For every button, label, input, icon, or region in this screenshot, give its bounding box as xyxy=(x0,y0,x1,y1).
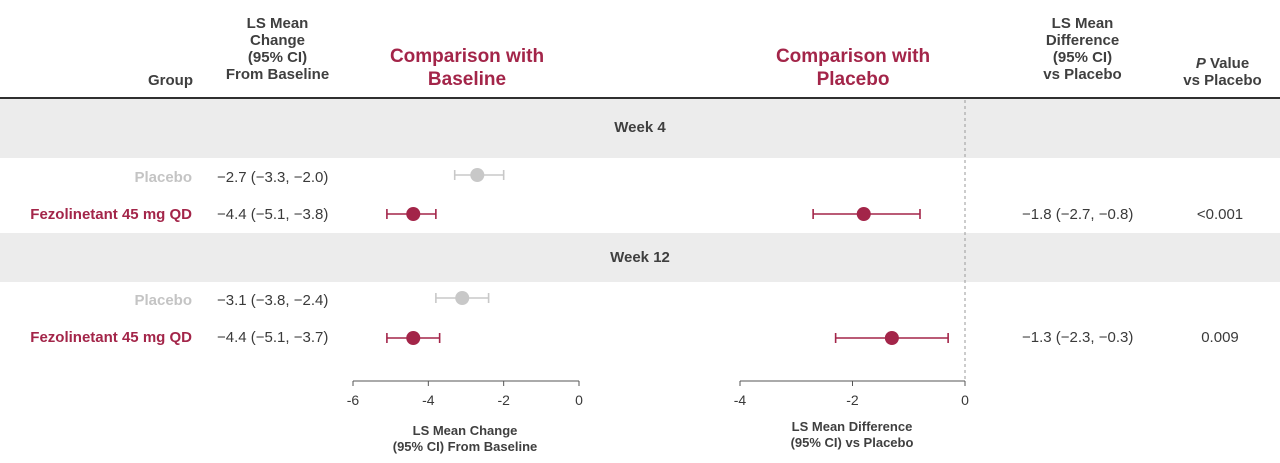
change-text-placebo-w12: −3.1 (−3.8, −2.4) xyxy=(217,292,329,309)
header-group: Group xyxy=(148,72,193,89)
title-comparison-placebo: Comparison with Placebo xyxy=(775,46,931,90)
axis-title-placebo: LS Mean Difference (95% CI) vs Placebo xyxy=(790,419,914,450)
difference-text-w4: −1.8 (−2.7, −0.8) xyxy=(1022,206,1134,223)
group-label-fezolinetant-w12: Fezolinetant 45 mg QD xyxy=(30,329,192,346)
header-p-value: P Value vs Placebo xyxy=(1165,55,1280,89)
point-estimate-placebo-fezolinetant-week4 xyxy=(856,207,871,221)
point-estimate-baseline-placebo-week4 xyxy=(470,168,485,182)
p-value-w4: <0.001 xyxy=(1196,206,1244,223)
header-rule xyxy=(0,97,1280,99)
point-estimate-baseline-placebo-week12 xyxy=(455,291,470,305)
x-tick-label-baseline--6: -6 xyxy=(347,392,360,408)
header-p-italic: P xyxy=(1195,55,1206,72)
header-ls-mean-change: LS Mean Change (95% CI) From Baseline xyxy=(225,15,330,83)
group-label-placebo-w4: Placebo xyxy=(134,169,192,186)
group-label-fezolinetant-w4: Fezolinetant 45 mg QD xyxy=(30,206,192,223)
change-text-fezolinetant-w12: −4.4 (−5.1, −3.7) xyxy=(217,329,329,346)
difference-text-w12: −1.3 (−2.3, −0.3) xyxy=(1022,329,1134,346)
week12-label: Week 12 xyxy=(610,249,670,266)
header-p-rest: Value vs Placebo xyxy=(1183,55,1262,89)
x-tick-label-placebo--2: -2 xyxy=(846,392,859,408)
p-value-w12: 0.009 xyxy=(1201,329,1239,346)
x-tick-label-baseline-0: 0 xyxy=(575,392,583,408)
x-tick-label-placebo-0: 0 xyxy=(961,392,969,408)
x-tick-label-baseline--4: -4 xyxy=(422,392,435,408)
point-estimate-placebo-fezolinetant-week12 xyxy=(884,331,899,345)
x-tick-label-baseline--2: -2 xyxy=(497,392,510,408)
group-label-placebo-w12: Placebo xyxy=(134,292,192,309)
header-ls-mean-difference: LS Mean Difference (95% CI) vs Placebo xyxy=(1043,15,1122,83)
point-estimate-baseline-fezolinetant-week12 xyxy=(406,331,421,345)
x-tick-label-placebo--4: -4 xyxy=(734,392,747,408)
week4-band xyxy=(0,99,1280,158)
week12-band xyxy=(0,233,1280,282)
title-comparison-baseline: Comparison with Baseline xyxy=(389,46,545,90)
axis-title-baseline: LS Mean Change (95% CI) From Baseline xyxy=(392,423,538,454)
change-text-fezolinetant-w4: −4.4 (−5.1, −3.8) xyxy=(217,206,329,223)
point-estimate-baseline-fezolinetant-week4 xyxy=(406,207,421,221)
week4-label: Week 4 xyxy=(614,119,666,136)
change-text-placebo-w4: −2.7 (−3.3, −2.0) xyxy=(217,169,329,186)
